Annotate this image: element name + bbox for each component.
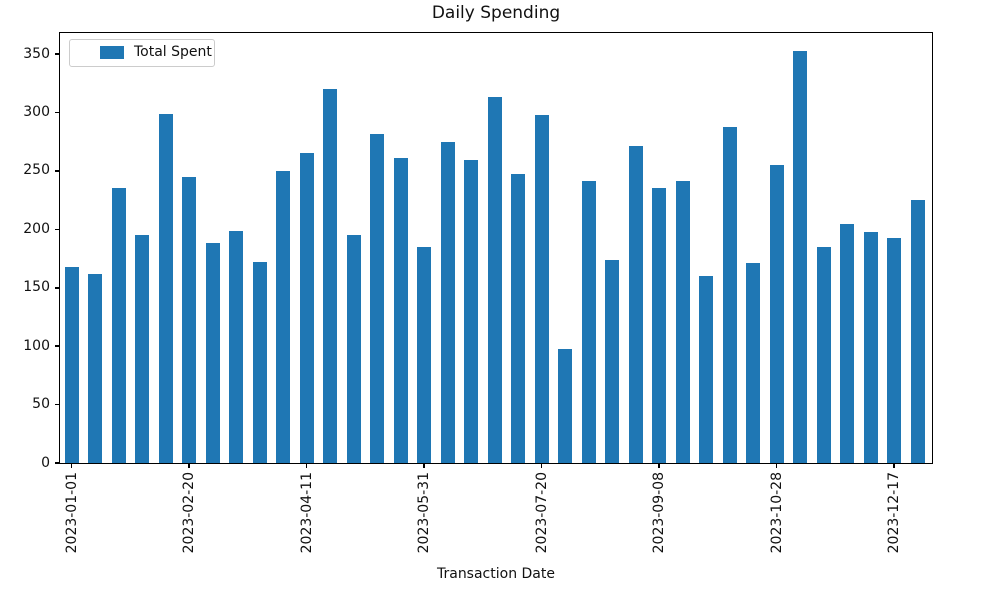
- bar-2023-07-20: [534, 114, 549, 463]
- bar-2023-04-11: [299, 153, 314, 463]
- legend-label: Total Spent: [134, 44, 212, 60]
- bar-2023-06-30: [487, 97, 502, 463]
- y-tick-label-250: 250: [23, 162, 50, 179]
- y-tick-mark-350: [55, 53, 59, 55]
- bar-2023-02-20: [182, 176, 196, 463]
- y-tick-label-50: 50: [32, 396, 50, 413]
- x-tick-mark-2023-07-20: [540, 463, 543, 468]
- x-tick-label-2023-04-11: 2023-04-11: [298, 472, 315, 554]
- x-tick-mark-2023-12-17: [893, 463, 895, 468]
- bar-2023-03-22: [252, 262, 267, 463]
- bar-2023-12-07: [863, 231, 878, 463]
- x-tick-mark-2023-09-08: [658, 463, 660, 468]
- bar-2023-05-31: [417, 246, 431, 463]
- y-tick-label-200: 200: [23, 220, 50, 237]
- y-tick-label-300: 300: [23, 104, 50, 120]
- x-tick-label-2023-05-31: 2023-05-31: [416, 472, 432, 554]
- x-tick-mark-2023-01-01: [70, 463, 73, 468]
- bar-2023-02-10: [158, 113, 173, 463]
- chart-title: Daily Spending: [431, 3, 561, 23]
- x-tick-label-2023-02-20: 2023-02-20: [181, 472, 197, 554]
- bar-2023-06-20: [464, 160, 478, 463]
- y-tick-mark-300: [55, 111, 59, 114]
- bar-2023-01-21: [111, 188, 126, 463]
- bar-2023-04-21: [323, 89, 337, 463]
- bar-2023-08-29: [628, 146, 643, 463]
- bar-2023-10-18: [746, 263, 760, 463]
- plot-area: Total Spent 0 50 100 150 200 250 300 350 2023-01…: [23, 32, 933, 553]
- legend: Total Spent: [69, 39, 215, 67]
- bar-2023-03-12: [229, 230, 243, 463]
- y-tick-mark-100: [55, 345, 59, 347]
- x-axis-label: Transaction Date: [436, 566, 555, 582]
- x-tick-mark-2023-02-20: [188, 463, 190, 468]
- x-tick-label-2023-01-01: 2023-01-01: [63, 472, 80, 554]
- bar-2023-05-01: [346, 235, 361, 463]
- bar-2023-01-01: [64, 266, 79, 463]
- y-tick-mark-150: [55, 287, 59, 289]
- bar-2023-06-10: [440, 141, 455, 463]
- x-tick-mark-2023-05-31: [423, 463, 425, 468]
- bar-2023-03-02: [205, 243, 220, 463]
- bar-2023-11-17: [816, 246, 831, 463]
- bar-2023-04-01: [276, 170, 290, 463]
- legend-swatch: [100, 46, 124, 59]
- bar-2023-12-27: [910, 200, 925, 463]
- bar-2023-09-18: [675, 181, 690, 463]
- bar-2023-05-11: [370, 133, 384, 463]
- bar-2023-05-21: [393, 158, 408, 463]
- bar-2023-10-08: [722, 126, 737, 463]
- y-tick-label-100: 100: [23, 337, 50, 354]
- x-tick-label-2023-09-08: 2023-09-08: [651, 472, 667, 554]
- x-tick-label-2023-07-20: 2023-07-20: [533, 472, 550, 554]
- x-tick-mark-2023-10-28: [775, 463, 778, 468]
- bar-2023-09-08: [652, 188, 666, 463]
- bar-2023-01-31: [135, 235, 149, 463]
- y-tick-label-150: 150: [23, 279, 50, 296]
- x-tick-label-2023-10-28: 2023-10-28: [768, 472, 785, 554]
- y-tick-mark-50: [55, 403, 59, 406]
- bar-2023-09-28: [699, 276, 713, 463]
- y-tick-mark-200: [55, 228, 59, 231]
- bar-2023-11-07: [793, 50, 807, 463]
- bar-2023-08-19: [605, 259, 619, 463]
- bar-2023-12-17: [887, 237, 901, 463]
- x-tick-mark-2023-04-11: [305, 463, 308, 468]
- bar-2023-11-27: [840, 223, 854, 463]
- bar-2023-10-28: [769, 165, 784, 463]
- bar-2023-08-09: [581, 181, 596, 463]
- bar-2023-07-10: [511, 174, 525, 463]
- y-tick-label-350: 350: [23, 45, 50, 62]
- y-tick-mark-250: [55, 170, 59, 172]
- y-tick-label-0: 0: [41, 454, 50, 471]
- x-tick-label-2023-12-17: 2023-12-17: [886, 472, 902, 554]
- bar-2023-01-11: [88, 273, 102, 463]
- bar-2023-07-30: [558, 348, 572, 463]
- y-tick-mark-0: [55, 462, 59, 464]
